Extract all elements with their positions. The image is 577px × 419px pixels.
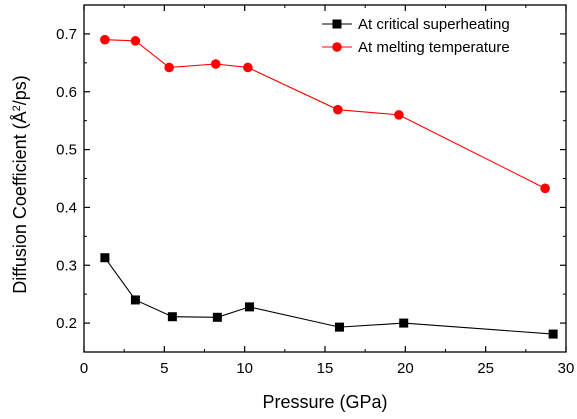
y-tick-label: 0.6 [56,84,77,101]
data-point [243,62,253,73]
legend: At critical superheating At melting tempe… [322,16,510,56]
x-tick-label: 30 [558,360,575,377]
data-point [212,312,222,322]
y-axis-title-unit: /ps) [10,75,30,105]
series-line [104,257,554,335]
data-point [399,318,409,328]
y-tick-label: 0.5 [56,142,77,159]
series-2 [100,34,550,194]
y-axis-ticks: 0.2 0.3 0.4 0.5 0.6 0.7 [56,4,566,353]
y-tick-label: 0.4 [56,199,77,216]
x-tick-label: 25 [477,360,494,377]
y-axis-title-main: Diffusion Coefficient (Å [10,111,30,293]
data-point [100,253,110,263]
data-point [394,110,404,120]
data-point [244,302,254,312]
data-point [130,295,140,305]
x-tick-label: 15 [317,360,334,377]
data-point [100,34,110,45]
data-point [540,183,550,194]
y-tick-label: 0.7 [56,26,77,43]
legend-marker [332,42,342,52]
x-tick-label: 10 [236,360,253,377]
x-tick-label: 20 [397,360,414,377]
legend-entry: At critical superheating [322,16,510,33]
data-point [167,312,177,322]
x-axis-ticks: 0 5 10 15 20 25 30 [80,5,575,377]
x-tick-label: 5 [160,360,168,377]
series-layer [100,34,558,339]
data-point [130,36,141,46]
x-axis-title: Pressure (GPa) [262,392,387,412]
data-point [164,62,174,73]
series-line [104,39,546,189]
x-tick-label: 0 [80,360,88,377]
data-point [333,104,343,115]
data-point [334,322,344,332]
y-tick-label: 0.3 [56,257,77,274]
series-1 [100,253,558,339]
legend-label: At melting temperature [358,39,510,56]
legend-marker [332,19,342,29]
legend-entry: At melting temperature [322,39,510,56]
plot-area: 0 5 10 15 20 25 30 0.2 0.3 0.4 0.5 0.6 0.7 [56,4,575,377]
data-point [548,329,558,339]
data-point [210,59,221,69]
y-axis-title: Diffusion Coefficient (Å2/ps) [10,75,30,294]
y-axis-title-superscript: 2 [11,105,23,111]
legend-label: At critical superheating [358,16,510,33]
y-tick-label: 0.2 [56,315,77,332]
